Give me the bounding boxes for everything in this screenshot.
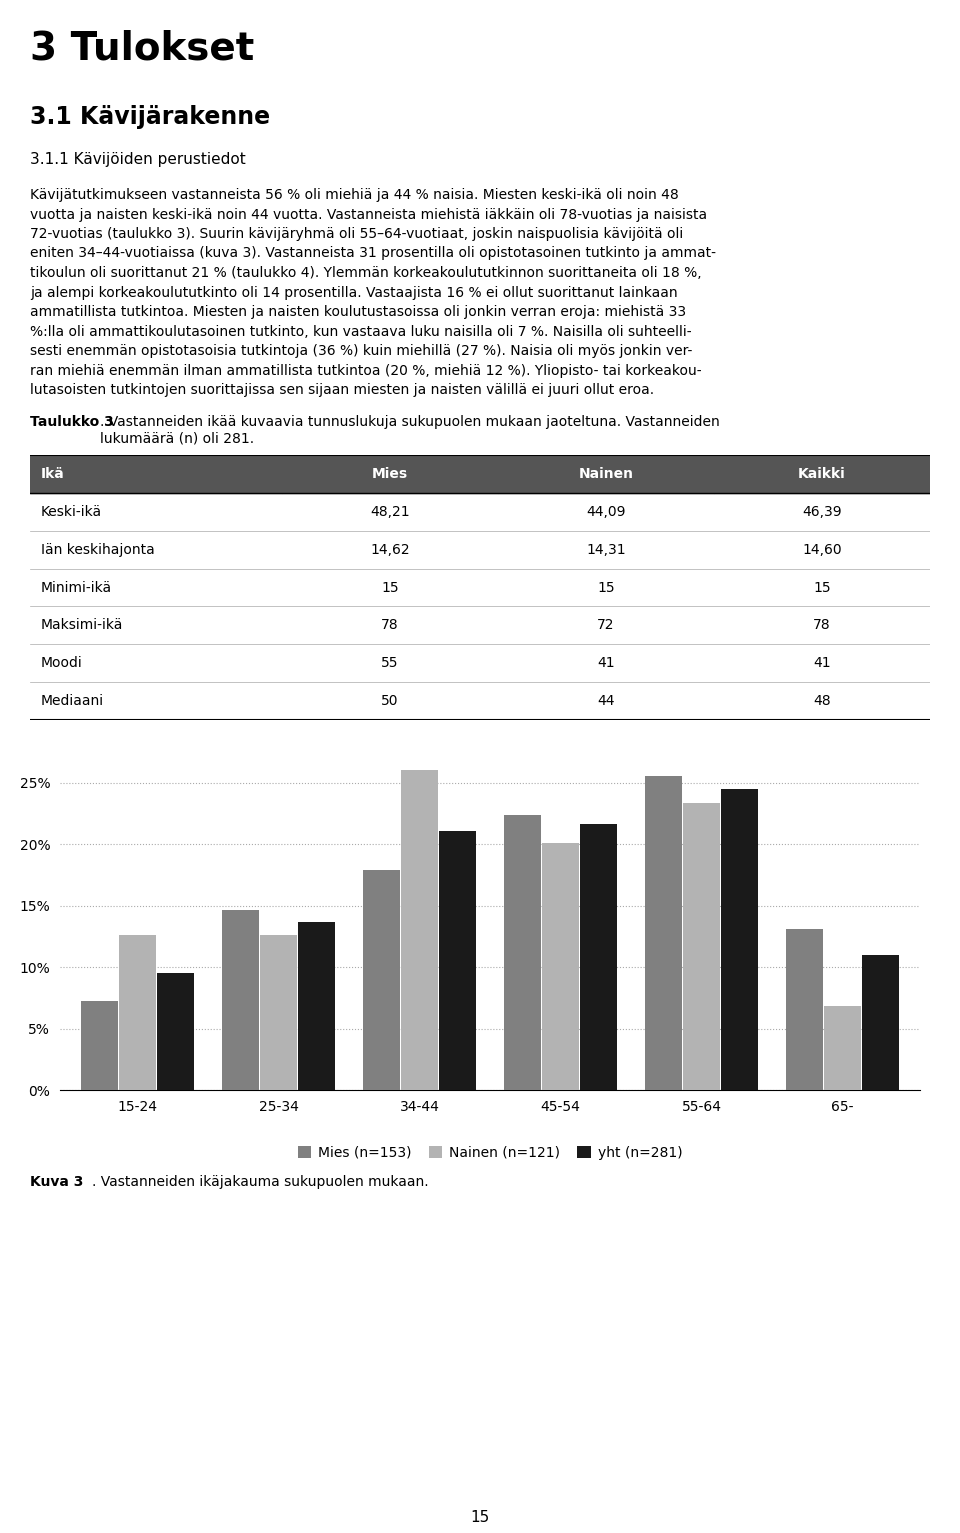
Text: Minimi-ikä: Minimi-ikä: [40, 581, 112, 595]
Text: 15: 15: [597, 581, 614, 595]
Bar: [119, 935, 156, 1090]
Bar: [30, 455, 282, 492]
Text: 3.1 Kävijärakenne: 3.1 Kävijärakenne: [30, 104, 270, 129]
Text: 41: 41: [597, 656, 614, 670]
Text: tikoulun oli suorittanut 21 % (taulukko 4). Ylemmän korkeakoulututkinnon suoritt: tikoulun oli suorittanut 21 % (taulukko …: [30, 267, 702, 281]
Text: Mies: Mies: [372, 468, 408, 481]
Text: Kuva 3: Kuva 3: [30, 1174, 84, 1190]
Bar: [299, 921, 335, 1090]
Text: eniten 34–44-vuotiaissa (kuva 3). Vastanneista 31 prosentilla oli opistotasoinen: eniten 34–44-vuotiaissa (kuva 3). Vastan…: [30, 247, 716, 261]
Bar: [542, 843, 579, 1090]
Bar: [580, 825, 617, 1090]
Text: Nainen: Nainen: [579, 468, 634, 481]
Bar: [714, 455, 930, 492]
Text: Mediaani: Mediaani: [40, 694, 104, 708]
Text: 72: 72: [597, 618, 614, 632]
Text: Kävijätutkimukseen vastanneista 56 % oli miehiä ja 44 % naisia. Miesten keski-ik: Kävijätutkimukseen vastanneista 56 % oli…: [30, 189, 679, 202]
Text: 44,09: 44,09: [587, 504, 626, 518]
Text: 15: 15: [381, 581, 398, 595]
Bar: [260, 935, 297, 1090]
Text: Keski-ikä: Keski-ikä: [40, 504, 102, 518]
Text: Kaikki: Kaikki: [798, 468, 846, 481]
Text: vuotta ja naisten keski-ikä noin 44 vuotta. Vastanneista miehistä iäkkäin oli 78: vuotta ja naisten keski-ikä noin 44 vuot…: [30, 207, 708, 221]
Text: 14,62: 14,62: [371, 543, 410, 556]
Text: . Vastanneiden ikäjakauma sukupuolen mukaan.: . Vastanneiden ikäjakauma sukupuolen muk…: [92, 1174, 428, 1190]
Bar: [440, 831, 476, 1090]
Bar: [401, 770, 438, 1090]
Text: Moodi: Moodi: [40, 656, 83, 670]
Bar: [222, 911, 259, 1090]
Text: ja alempi korkeakoulututkinto oli 14 prosentilla. Vastaajista 16 % ei ollut suor: ja alempi korkeakoulututkinto oli 14 pro…: [30, 285, 678, 299]
Text: Taulukko 3: Taulukko 3: [30, 415, 113, 429]
Text: lutasoisten tutkintojen suorittajissa sen sijaan miesten ja naisten välillä ei j: lutasoisten tutkintojen suorittajissa se…: [30, 383, 654, 397]
Bar: [645, 776, 682, 1090]
Text: 3 Tulokset: 3 Tulokset: [30, 31, 254, 67]
Text: Ikä: Ikä: [40, 468, 64, 481]
Bar: [504, 814, 540, 1090]
Text: ammatillista tutkintoa. Miesten ja naisten koulutustasoissa oli jonkin verran er: ammatillista tutkintoa. Miesten ja naist…: [30, 305, 686, 319]
Text: 78: 78: [813, 618, 830, 632]
Bar: [824, 1006, 861, 1090]
Text: 48,21: 48,21: [371, 504, 410, 518]
Text: 78: 78: [381, 618, 398, 632]
Text: 44: 44: [597, 694, 614, 708]
Text: ran miehiä enemmän ilman ammatillista tutkintoa (20 %, miehiä 12 %). Yliopisto- : ran miehiä enemmän ilman ammatillista tu…: [30, 363, 702, 377]
Text: 48: 48: [813, 694, 830, 708]
Bar: [157, 973, 194, 1090]
Text: Iän keskihajonta: Iän keskihajonta: [40, 543, 155, 556]
Text: sesti enemmän opistotasoisia tutkintoja (36 %) kuin miehillä (27 %). Naisia oli : sesti enemmän opistotasoisia tutkintoja …: [30, 343, 692, 359]
Text: Maksimi-ikä: Maksimi-ikä: [40, 618, 123, 632]
Bar: [786, 929, 823, 1090]
Text: 15: 15: [470, 1510, 490, 1525]
Text: 3.1.1 Kävijöiden perustiedot: 3.1.1 Kävijöiden perustiedot: [30, 152, 246, 167]
Text: 50: 50: [381, 694, 398, 708]
Bar: [862, 955, 899, 1090]
Legend: Mies (n=153), Nainen (n=121), yht (n=281): Mies (n=153), Nainen (n=121), yht (n=281…: [292, 1141, 688, 1165]
Text: 46,39: 46,39: [803, 504, 842, 518]
Bar: [282, 455, 498, 492]
Text: 41: 41: [813, 656, 830, 670]
Text: %:lla oli ammattikoulutasoinen tutkinto, kun vastaava luku naisilla oli 7 %. Nai: %:lla oli ammattikoulutasoinen tutkinto,…: [30, 325, 691, 339]
Bar: [498, 455, 714, 492]
Bar: [721, 789, 757, 1090]
Text: . Vastanneiden ikää kuvaavia tunnuslukuja sukupuolen mukaan jaoteltuna. Vastanne: . Vastanneiden ikää kuvaavia tunnuslukuj…: [100, 415, 720, 445]
Text: 14,31: 14,31: [587, 543, 626, 556]
Text: 72-vuotias (taulukko 3). Suurin kävijäryhmä oli 55–64-vuotiaat, joskin naispuoli: 72-vuotias (taulukko 3). Suurin kävijäry…: [30, 227, 684, 241]
Bar: [363, 869, 399, 1090]
Bar: [684, 803, 720, 1090]
Text: 14,60: 14,60: [803, 543, 842, 556]
Text: 55: 55: [381, 656, 398, 670]
Text: 15: 15: [813, 581, 830, 595]
Bar: [82, 1001, 118, 1090]
